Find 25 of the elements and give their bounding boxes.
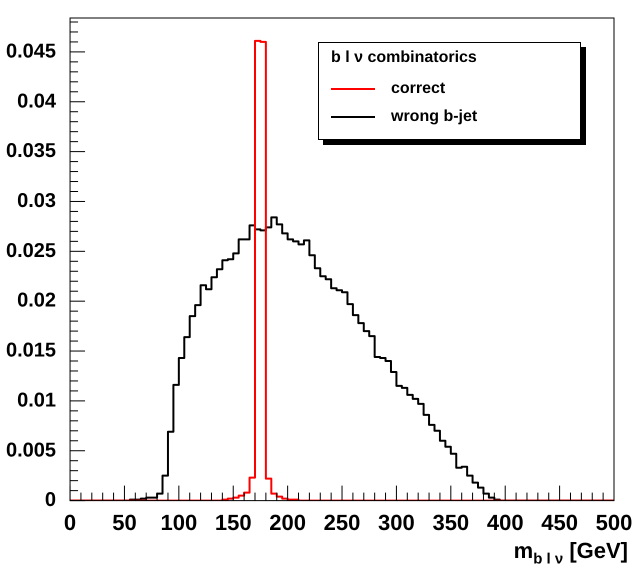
x-tick-label: 450 xyxy=(541,510,578,535)
legend-label: correct xyxy=(391,80,446,98)
x-tick-label: 50 xyxy=(112,510,137,535)
y-tick-label: 0.005 xyxy=(6,439,56,462)
y-tick-label: 0.03 xyxy=(17,190,56,212)
y-tick-label: 0.01 xyxy=(17,389,56,412)
legend-label: wrong b-jet xyxy=(391,108,478,126)
x-tick-label: 150 xyxy=(214,510,252,535)
x-tick-label: 500 xyxy=(596,510,632,535)
x-tick-label: 350 xyxy=(432,510,470,535)
x-tick-label: 250 xyxy=(324,510,360,535)
x-tick-label: 100 xyxy=(160,510,198,535)
y-tick-label: 0.02 xyxy=(17,290,56,312)
x-tick-label: 400 xyxy=(486,510,524,535)
y-tick-label: 0.025 xyxy=(6,240,56,262)
x-tick-label: 200 xyxy=(269,510,306,535)
y-tick-label: 0 xyxy=(44,489,56,512)
y-tick-label: 0.015 xyxy=(6,340,56,362)
x-axis-title: m$_{b l ν}$ [GeV] xyxy=(514,538,628,567)
x-tick-label: 0 xyxy=(64,510,76,535)
y-tick-label: 0.04 xyxy=(17,90,57,112)
y-tick-label: 0.035 xyxy=(6,140,56,162)
legend-title: b l ν combinatorics xyxy=(331,49,478,67)
y-tick-label: 0.045 xyxy=(6,40,56,62)
x-tick-label: 300 xyxy=(378,510,415,535)
